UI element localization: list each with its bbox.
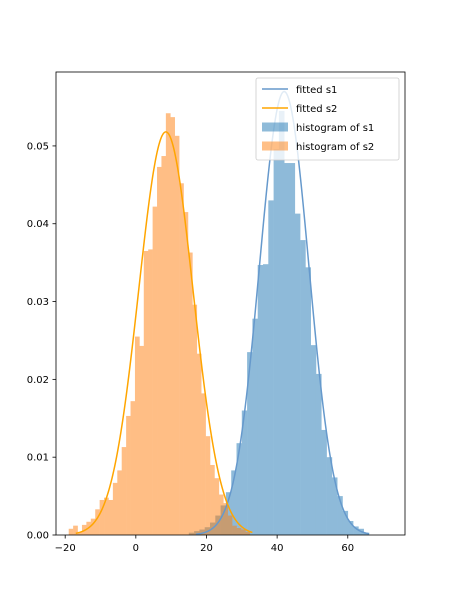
histogram-bar xyxy=(316,374,322,535)
histogram-bar xyxy=(188,253,193,535)
histogram-bar xyxy=(144,251,149,535)
histogram-bar xyxy=(117,470,122,535)
legend-patch-swatch xyxy=(262,142,288,151)
histogram-bar xyxy=(327,457,333,535)
histogram-bar xyxy=(161,156,166,535)
histogram-bar xyxy=(311,345,317,535)
histogram-bar xyxy=(113,483,118,535)
histogram-bar xyxy=(241,530,246,535)
legend-label: histogram of s2 xyxy=(296,142,374,153)
histogram-bar xyxy=(206,436,211,535)
histogram-bar xyxy=(258,265,264,535)
histogram-bar xyxy=(252,319,258,535)
legend-label: histogram of s1 xyxy=(296,123,374,134)
histogram-bar xyxy=(289,163,295,535)
legend-label: fitted s2 xyxy=(296,104,337,115)
histogram-bar xyxy=(232,526,237,535)
x-tick-label: −20 xyxy=(55,543,76,554)
y-tick-label: 0.00 xyxy=(27,531,49,542)
histogram-bar xyxy=(69,529,74,535)
histogram-bar xyxy=(210,465,215,535)
histogram-bar xyxy=(201,393,206,535)
legend-label: fitted s1 xyxy=(296,85,337,96)
histogram-bar xyxy=(170,117,175,535)
histogram-bar xyxy=(228,516,233,535)
histogram-bar xyxy=(245,532,250,535)
histogram-bar xyxy=(122,447,127,535)
histogram-bar xyxy=(321,430,327,535)
x-tick-label: 60 xyxy=(341,543,354,554)
histogram-bar xyxy=(274,149,280,535)
histogram-bar xyxy=(153,207,158,535)
histogram-bar xyxy=(108,500,113,535)
histogram-bar xyxy=(184,212,189,535)
histogram-series xyxy=(189,111,369,535)
y-tick-label: 0.03 xyxy=(27,297,49,308)
histogram-bar xyxy=(126,416,131,535)
histogram-bar xyxy=(300,240,306,535)
histogram-bar xyxy=(131,401,136,535)
x-tick-label: 0 xyxy=(133,543,139,554)
histogram-bar xyxy=(95,509,100,535)
histogram-bar xyxy=(175,136,180,535)
x-tick-label: 40 xyxy=(271,543,284,554)
histogram-bar xyxy=(179,183,184,535)
histogram-bar xyxy=(197,354,202,535)
y-tick-label: 0.02 xyxy=(27,375,49,386)
histogram-bar xyxy=(148,249,153,535)
histogram-bar xyxy=(284,163,290,535)
x-tick-label: 20 xyxy=(200,543,213,554)
histogram-bar xyxy=(166,113,171,535)
histogram-bar xyxy=(192,305,197,535)
legend: fitted s1 fitted s2 histogram of s1 histogr… xyxy=(256,78,399,160)
histogram-series xyxy=(69,113,250,535)
legend-patch-swatch xyxy=(262,123,288,132)
histogram-bar xyxy=(139,346,144,535)
y-tick-label: 0.01 xyxy=(27,453,49,464)
histogram-bar xyxy=(295,214,301,535)
histogram-bar xyxy=(279,111,285,535)
histogram-bar xyxy=(237,528,242,535)
histogram-bar xyxy=(263,264,269,535)
histogram-bar xyxy=(135,337,140,535)
y-tick-label: 0.04 xyxy=(27,219,49,230)
histogram-bar xyxy=(305,267,311,535)
histogram-bar xyxy=(268,200,274,535)
y-tick-label: 0.05 xyxy=(27,141,49,152)
histogram-bar xyxy=(157,167,162,535)
